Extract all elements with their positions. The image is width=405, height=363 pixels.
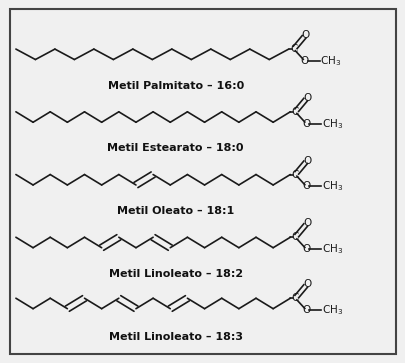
Text: CH$_3$: CH$_3$ [321,117,342,131]
Text: O: O [301,244,310,254]
Text: Metil Linoleato – 18:2: Metil Linoleato – 18:2 [109,269,242,279]
Text: O: O [300,56,308,66]
Text: CH$_3$: CH$_3$ [321,303,342,317]
Text: O: O [301,182,310,191]
Text: O: O [302,93,310,103]
Text: O: O [302,156,310,166]
Text: CH$_3$: CH$_3$ [320,54,341,68]
Text: Metil Estearato – 18:0: Metil Estearato – 18:0 [107,143,243,154]
Text: C: C [291,107,298,117]
Text: CH$_3$: CH$_3$ [321,242,342,256]
Text: O: O [301,30,309,40]
Text: O: O [301,119,310,129]
Text: O: O [302,279,310,289]
Text: Metil Linoleato – 18:3: Metil Linoleato – 18:3 [109,331,242,342]
Text: O: O [301,305,310,315]
Text: Metil Palmitato – 16:0: Metil Palmitato – 16:0 [107,81,243,91]
Text: C: C [291,232,298,242]
Text: C: C [291,170,298,180]
Text: CH$_3$: CH$_3$ [321,179,342,193]
Text: Metil Oleato – 18:1: Metil Oleato – 18:1 [117,206,234,216]
Text: O: O [302,218,310,228]
Text: C: C [291,293,298,303]
Text: C: C [290,44,297,54]
